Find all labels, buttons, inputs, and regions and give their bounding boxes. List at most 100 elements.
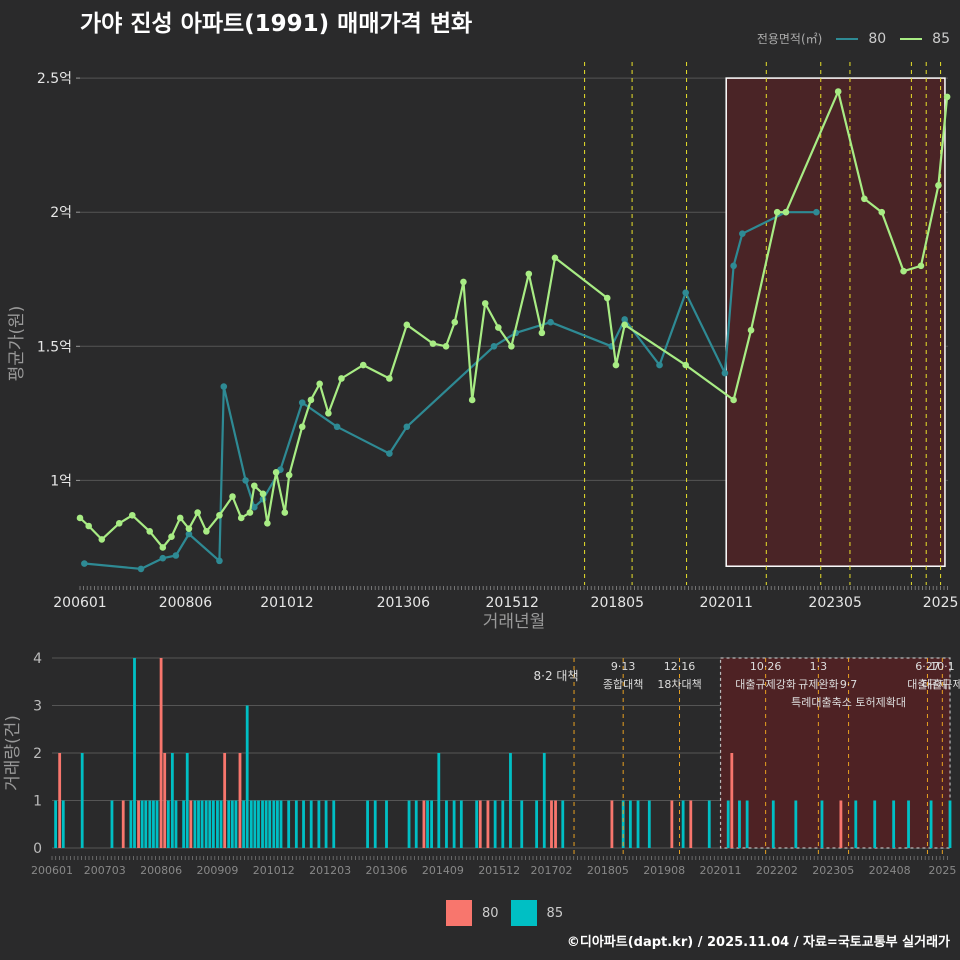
bar-x-tick-label: 201512 [478,864,520,877]
bar-85 [520,800,524,848]
bar-85 [873,800,877,848]
legend-swatch-80 [836,37,859,40]
x-tick-label: 200601 [53,595,106,611]
bar-85 [707,800,711,848]
bar-80 [730,753,734,848]
bar-x-tick-label: 201702 [530,864,572,877]
data-point-80 [216,557,223,565]
bar-85 [385,800,388,848]
bar-80 [238,753,242,848]
bar-85 [745,800,749,848]
data-point-85 [285,471,293,479]
bar-85 [264,800,268,848]
data-point-80 [682,289,689,296]
data-point-85 [451,318,459,326]
x-tick-label: 201306 [377,595,431,611]
bar-85 [227,800,231,848]
bar-x-tick-label: 202305 [812,864,854,877]
y-tick-label: 2억 [50,205,72,221]
bar-x-tick-label: 202011 [700,864,742,877]
series-line-80 [84,211,817,571]
data-point-85 [525,270,533,278]
bar-85 [155,800,159,848]
data-point-85 [98,536,106,543]
bar-80 [689,800,693,848]
data-point-85 [246,509,254,516]
x-tick-label: 200806 [159,595,213,611]
policy-annotation-name: 규제완화 [798,678,838,691]
bar-85 [230,800,234,848]
data-point-85 [128,511,136,519]
bar-85 [276,800,279,848]
bar-80 [159,658,163,848]
policy-annotation-date: 9·13 [611,660,636,673]
bar-85 [324,800,328,848]
data-point-85 [216,511,223,519]
policy-annotation-date: 12·16 [664,660,696,673]
bar-85 [242,800,245,848]
data-point-85 [551,254,559,262]
policy-annotation-name: 종합대책 [603,678,643,691]
policy-annotation-date: 10·26 [750,660,782,673]
policy-annotation-date: 10·1 [930,660,955,673]
bar-85 [738,800,741,848]
bar-85 [302,800,305,848]
chart-title: 가야 진성 아파트(1991) 매매가격 변화 [80,11,473,37]
bar-85 [929,800,933,848]
data-point-85 [85,522,93,530]
legend-swatch-85 [900,37,923,40]
bar-85 [208,800,212,848]
bar-85 [854,800,858,848]
data-point-85 [237,514,245,522]
legend-label-85: 85 [932,30,950,47]
bar-85 [257,800,260,848]
bar-85 [249,800,253,848]
bar-85 [197,800,200,848]
bar-80 [839,800,843,848]
bar-y-tick-label: 1 [33,794,42,810]
bar-85 [317,800,321,848]
data-point-80 [403,423,411,431]
y-tick-label: 2.5억 [37,71,72,87]
data-point-85 [272,469,280,476]
data-point-85 [76,514,84,522]
bar-85 [152,800,155,848]
bar-85 [437,753,441,848]
highlight-period-rect [725,77,946,567]
bar-80 [670,800,674,848]
bar-y-axis-label: 거래량(건) [3,715,23,791]
bar-85 [80,753,84,848]
bar-85 [144,800,148,848]
data-point-85 [935,182,942,189]
policy-annotation-name: 8·2 대책 [534,668,579,683]
footer-credit: ©디아파트(dapt.kr) / 2025.11.04 / 자료=국토교통부 실… [566,935,950,950]
legend-box-80 [446,900,472,926]
policy-annotation-name: 대출규제 [907,678,947,691]
bar-85 [445,800,448,848]
bar-85 [407,800,411,848]
bar-80 [137,800,140,848]
bar-85 [475,800,479,848]
bar-85 [459,800,463,848]
bar-85 [261,800,264,848]
policy-annotation-date: 9·7 [840,678,858,691]
data-point-85 [878,208,886,216]
bar-80 [58,753,62,848]
bar-80 [610,800,614,848]
data-point-80 [81,560,88,567]
y-tick-label: 1.5억 [37,339,72,355]
bar-80 [486,800,490,848]
data-point-85 [481,300,489,307]
bar-85 [148,800,152,848]
bar-85 [628,800,632,848]
bar-85 [272,800,276,848]
policy-annotation-name: 대출규제강화 [735,678,796,691]
bar-80 [550,800,553,848]
legend-bottom-label-85: 85 [546,905,564,921]
bar-85 [452,800,456,848]
x-tick-label: 201012 [260,595,313,611]
data-point-80 [490,342,498,350]
bar-85 [892,800,896,848]
bar-85 [170,753,174,848]
bar-80 [121,800,125,848]
